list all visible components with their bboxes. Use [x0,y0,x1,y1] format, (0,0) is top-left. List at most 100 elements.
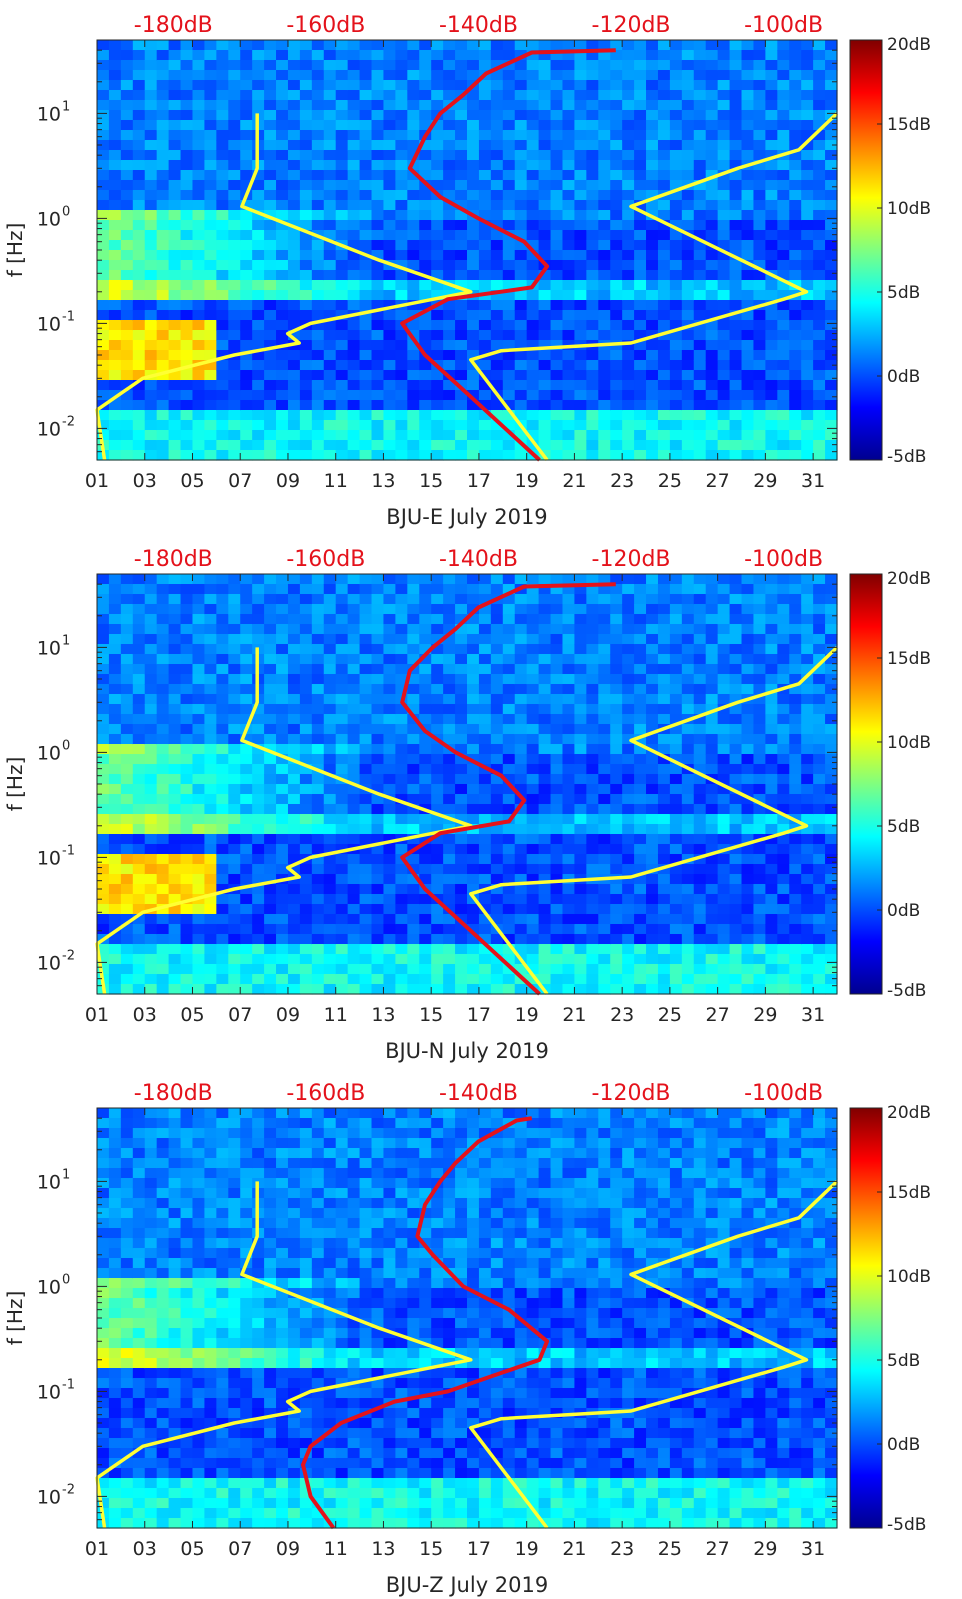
heatmap-cell [646,754,659,765]
heatmap-cell [204,964,217,975]
heatmap-cell [550,754,564,765]
heatmap-cell [693,160,707,171]
heatmap-cell [240,984,253,995]
heatmap-cell [502,894,516,905]
heatmap-cell [455,874,468,885]
heatmap-cell [108,964,122,975]
heatmap-cell [443,70,456,81]
heatmap-cell [431,310,444,321]
heatmap-cell [550,854,564,865]
heatmap-cell [407,170,420,181]
heatmap-cell [646,440,659,451]
heatmap-cell [622,764,635,775]
heatmap-cell [264,370,277,381]
heatmap-cell [550,614,564,625]
heatmap-cell [335,804,349,815]
heatmap-cell [359,420,373,431]
heatmap-cell [669,50,683,61]
heatmap-cell [455,130,468,141]
heatmap-cell [97,764,110,775]
heatmap-cell [646,370,659,381]
heatmap-cell [443,60,456,71]
heatmap-cell [407,954,420,965]
heatmap-cell [228,914,241,925]
heatmap-cell [132,964,146,975]
heatmap-cell [407,854,420,865]
heatmap-cell [228,430,241,441]
heatmap-cell [144,814,158,825]
heatmap-cell [97,370,110,381]
heatmap-cell [192,684,206,695]
heatmap-cell [669,854,683,865]
heatmap-cell [801,330,814,341]
heatmap-cell [144,90,158,101]
heatmap-cell [657,200,671,211]
heatmap-cell [538,330,552,341]
heatmap-cell [108,50,122,61]
heatmap-cell [610,220,623,231]
heatmap-cell [622,794,635,805]
heatmap-cell [97,944,110,955]
heatmap-cell [765,260,778,271]
heatmap-cell [156,714,170,725]
heatmap-cell [299,904,313,915]
heatmap-cell [622,954,635,965]
heatmap-cell [287,834,301,845]
heatmap-cell [765,400,778,411]
heatmap-cell [681,310,695,321]
heatmap-cell [574,310,587,321]
heatmap-cell [693,634,707,645]
heatmap-cell [180,584,194,595]
heatmap-cell [216,300,229,311]
heatmap-cell [562,280,576,291]
heatmap-cell [180,430,194,441]
heatmap-cell [204,914,217,925]
heatmap-cell [681,300,695,311]
heatmap-cell [586,644,599,655]
heatmap-cell [526,400,540,411]
y-tick-label: 10 [37,208,61,230]
heatmap-cell [216,40,229,51]
heatmap-cell [490,934,504,945]
heatmap-cell [120,140,134,151]
heatmap-cell [431,714,444,725]
heatmap-cell [478,974,492,985]
heatmap-cell [120,400,134,411]
heatmap-cell [108,120,122,131]
heatmap-cell [550,220,564,231]
heatmap-cell [467,924,480,935]
heatmap-cell [443,180,456,191]
heatmap-cell [299,834,313,845]
heatmap-cell [717,654,731,665]
heatmap-cell [216,280,229,291]
heatmap-cell [204,310,217,321]
heatmap-cell [168,984,182,995]
heatmap-cell [562,250,576,261]
heatmap-cell [252,894,265,905]
heatmap-cell [120,974,134,985]
heatmap-cell [478,170,492,181]
heatmap-cell [395,260,408,271]
heatmap-cell [681,130,695,141]
heatmap-cell [108,754,122,765]
heatmap-cell [216,944,229,955]
heatmap-cell [550,130,564,141]
heatmap-cell [395,390,408,401]
heatmap-cell [359,90,373,101]
heatmap-cell [526,250,540,261]
heatmap-cell [681,734,695,745]
heatmap-cell [287,100,301,111]
heatmap-cell [634,390,647,401]
heatmap-cell [311,270,325,281]
heatmap-cell [216,90,229,101]
heatmap-cell [455,714,468,725]
heatmap-cell [622,200,635,211]
heatmap-cell [502,180,516,191]
heatmap-cell [646,70,659,81]
heatmap-cell [646,834,659,845]
heatmap-cell [538,634,552,645]
heatmap-cell [383,814,396,825]
heatmap-cell [216,864,229,875]
heatmap-cell [634,80,647,91]
heatmap-cell [276,370,289,381]
